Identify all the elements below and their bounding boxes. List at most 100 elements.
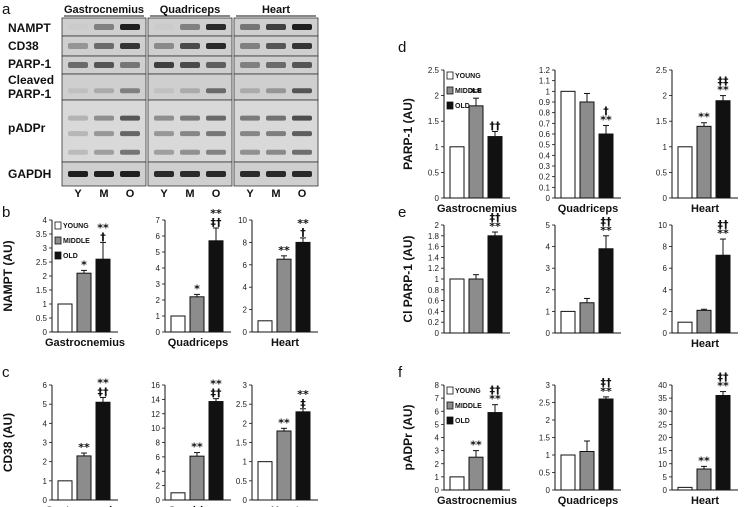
- bar-old: [95, 401, 111, 501]
- bar-young: [677, 321, 693, 334]
- y-tick-label: 0.5: [539, 141, 551, 150]
- legend-swatch-old: [54, 251, 62, 260]
- significance-mark: **: [210, 207, 222, 220]
- panel-e: e Cl PARP-1 (AU) 0 0.2 0.40.6 0.8 1 1.2 1.41.6 1.…: [398, 204, 738, 350]
- significance-mark: **: [191, 441, 203, 454]
- y-tick-label: 0: [663, 329, 668, 338]
- bar-young: [449, 476, 465, 491]
- blot-lane-label-m: M: [185, 188, 194, 200]
- blot-band: [180, 149, 200, 155]
- blot-band: [180, 62, 200, 68]
- y-tick-label: 3: [156, 280, 161, 289]
- western-blot-panel: a Gastrocnemius Quadriceps Heart NAMPT CD38 PA…: [2, 1, 319, 200]
- blot-band: [292, 171, 312, 177]
- y-tick-label: 0: [546, 329, 551, 338]
- bar-middle: [579, 101, 595, 199]
- blot-band: [292, 43, 312, 49]
- y-axis-label: PARP-1 (AU): [401, 98, 415, 170]
- y-tick-label: 0: [43, 496, 48, 505]
- blot-band: [266, 62, 286, 68]
- y-tick-label: 1.8: [428, 232, 440, 241]
- blot-lane-label-o: O: [126, 188, 135, 200]
- bar-middle: [468, 105, 484, 199]
- bar-young: [170, 315, 186, 333]
- y-tick-label: 3.5: [36, 230, 48, 239]
- blot-band: [68, 88, 88, 94]
- blot-band: [94, 149, 114, 155]
- blot-band: [266, 149, 286, 155]
- y-tick-label: 0.7: [539, 119, 551, 128]
- y-tick-label: 2: [243, 419, 248, 428]
- blot-band: [266, 43, 286, 49]
- y-tick-label: 10: [658, 460, 667, 469]
- y-tick-label: 3: [43, 439, 48, 448]
- bar-middle: [696, 125, 712, 199]
- panel-d: d PARP-1 (AU) 0 0.5 1 1.5 2 2.5 ** †† Gastrocnemiu…: [398, 39, 738, 215]
- y-tick-label: 0: [243, 496, 248, 505]
- bar-young: [257, 320, 273, 333]
- significance-mark: ‡: [300, 397, 306, 410]
- legend-swatch-young: [54, 221, 62, 230]
- y-tick-label: 1.2: [539, 66, 551, 75]
- y-tick-label: 5: [663, 473, 668, 482]
- legend-label-old: OLD: [455, 103, 470, 110]
- blot-band: [68, 62, 88, 68]
- blot-band: [68, 43, 88, 49]
- y-tick-label: 5: [435, 420, 440, 429]
- y-tick-label: 1: [546, 451, 551, 460]
- blot-band: [206, 62, 226, 68]
- y-tick-label: 35: [658, 394, 667, 403]
- category-label: Heart: [691, 338, 719, 350]
- panel-letter-c: c: [2, 364, 10, 381]
- y-tick-label: 0: [43, 328, 48, 337]
- legend-label-old: OLD: [63, 253, 78, 260]
- y-tick-label: 0.5: [236, 477, 248, 486]
- y-tick-label: 2.5: [656, 66, 668, 75]
- legend-label-middle: MIDDLE: [455, 88, 482, 95]
- blot-band: [240, 88, 260, 94]
- y-tick-label: 3: [43, 244, 48, 253]
- y-tick-label: 5: [546, 221, 551, 230]
- panel-letter-d: d: [398, 39, 406, 56]
- bar-old: [598, 248, 614, 334]
- bar-middle: [189, 455, 205, 501]
- bar-young: [57, 480, 73, 501]
- blot-band: [206, 88, 226, 94]
- blot-band: [68, 131, 88, 137]
- blot-lane-label-o: O: [298, 188, 307, 200]
- y-tick-label: 2.5: [428, 66, 440, 75]
- bar-old: [208, 240, 224, 333]
- y-axis-label: pADPr (AU): [401, 405, 415, 471]
- blot-band: [68, 171, 88, 177]
- significance-mark: **: [600, 113, 612, 126]
- blot-band: [120, 88, 140, 94]
- y-tick-label: 30: [658, 407, 667, 416]
- y-tick-label: 1.5: [656, 117, 668, 126]
- significance-mark: **: [717, 380, 729, 393]
- blot-band: [94, 62, 114, 68]
- y-tick-label: 2: [546, 416, 551, 425]
- category-label: Gastrocnemius: [437, 495, 517, 507]
- bar-middle: [76, 455, 92, 501]
- significance-mark: †: [100, 230, 106, 243]
- y-tick-label: 3: [546, 264, 551, 273]
- blot-band: [154, 115, 174, 121]
- subchart-heart: 00.511.522.53**‡**Heart: [236, 381, 318, 507]
- bar-old: [715, 395, 731, 491]
- bar-old: [598, 133, 614, 199]
- y-tick-label: 7: [156, 216, 161, 225]
- blot-lane-box: [233, 73, 319, 101]
- bar-young: [449, 146, 465, 199]
- y-tick-label: 4: [663, 286, 668, 295]
- significance-mark: ‡†: [211, 216, 223, 229]
- y-tick-label: 6: [243, 261, 248, 270]
- significance-mark: ‡†: [211, 387, 223, 400]
- bar-young: [257, 461, 273, 501]
- blot-band: [94, 131, 114, 137]
- y-tick-label: 0.1: [539, 183, 551, 192]
- bar-old: [598, 398, 614, 491]
- y-tick-label: 0.5: [36, 314, 48, 323]
